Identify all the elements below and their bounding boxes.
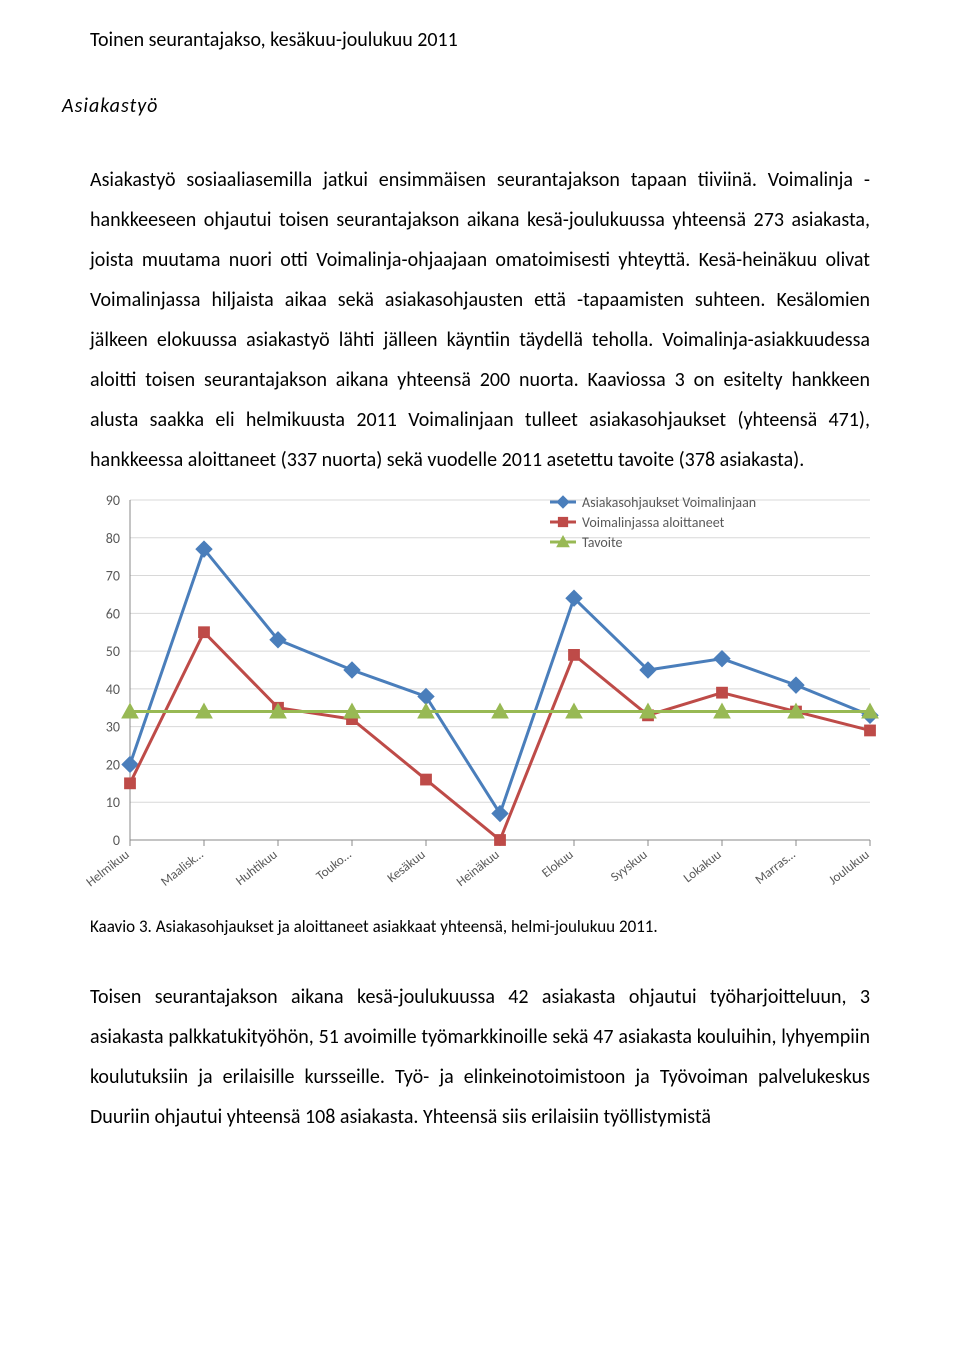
paragraph-2: Toisen seurantajakson aikana kesä-jouluk… <box>90 977 870 1137</box>
svg-text:Tavoite: Tavoite <box>582 534 623 551</box>
svg-text:0: 0 <box>113 832 120 849</box>
svg-text:20: 20 <box>106 756 120 773</box>
chart-caption: Kaavio 3. Asiakasohjaukset ja aloittanee… <box>90 916 870 937</box>
paragraph-1: Asiakastyö sosiaaliasemilla jatkui ensim… <box>90 160 870 480</box>
svg-text:80: 80 <box>106 530 120 547</box>
page-heading: Toinen seurantajakso, kesäkuu-joulukuu 2… <box>90 28 870 52</box>
svg-text:40: 40 <box>106 681 120 698</box>
chart-container: 0102030405060708090HelmikuuMaalisk…Huhti… <box>70 484 890 904</box>
svg-text:50: 50 <box>106 643 120 660</box>
line-chart: 0102030405060708090HelmikuuMaalisk…Huhti… <box>70 484 890 904</box>
svg-text:60: 60 <box>106 605 120 622</box>
svg-text:30: 30 <box>106 719 120 736</box>
svg-text:10: 10 <box>106 794 120 811</box>
section-title: Asiakastyö <box>62 94 870 118</box>
svg-text:Asiakasohjaukset Voimalinjaan: Asiakasohjaukset Voimalinjaan <box>582 494 756 511</box>
svg-text:90: 90 <box>106 492 120 509</box>
svg-text:70: 70 <box>106 568 120 585</box>
svg-text:Voimalinjassa aloittaneet: Voimalinjassa aloittaneet <box>582 514 725 531</box>
document-page: Toinen seurantajakso, kesäkuu-joulukuu 2… <box>0 0 960 1137</box>
